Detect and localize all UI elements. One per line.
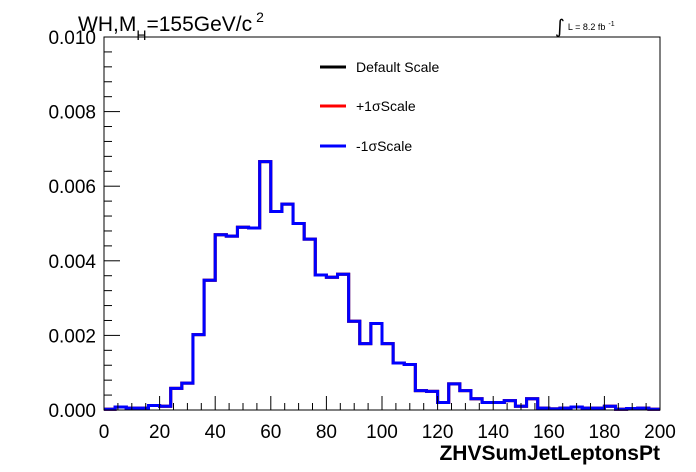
y-tick-label: 0.002 bbox=[48, 326, 96, 347]
axes: 0 20 40 60 80 100 120 140 160 180 200 0.000 0.002 0.0… bbox=[48, 28, 675, 443]
x-tick-label: 60 bbox=[260, 422, 281, 443]
histogram-series-layer bbox=[104, 160, 660, 411]
y-tick-label: 0.000 bbox=[48, 401, 96, 422]
y-tick-label: 0.006 bbox=[48, 177, 96, 198]
legend-label-default: Default Scale bbox=[356, 59, 439, 75]
x-tick-label: 80 bbox=[316, 422, 337, 443]
y-tick-label: 0.008 bbox=[48, 103, 96, 124]
title-suffix: =155GeV/c bbox=[146, 13, 252, 36]
lumi-integral-sign: ∫ bbox=[555, 16, 565, 38]
title-prefix: WH,M bbox=[78, 13, 136, 36]
histogram-series-2 bbox=[104, 160, 660, 411]
legend-entry-default: Default Scale bbox=[320, 59, 439, 75]
title-superscript: 2 bbox=[256, 9, 264, 25]
lumi-superscript: -1 bbox=[608, 21, 614, 28]
x-tick-label: 100 bbox=[366, 422, 398, 443]
legend-label-minus-sigma: -1σScale bbox=[356, 138, 412, 154]
legend-entry-minus-sigma: -1σScale bbox=[320, 138, 412, 154]
plot-frame bbox=[103, 36, 661, 411]
x-axis-label: ZHVSumJetLeptonsPt bbox=[439, 442, 660, 465]
legend: Default Scale +1σScale -1σScale bbox=[320, 59, 439, 154]
x-tick-label: 0 bbox=[99, 422, 110, 443]
x-tick-label: 200 bbox=[644, 422, 676, 443]
x-tick-label: 140 bbox=[477, 422, 509, 443]
x-tick-label: 180 bbox=[589, 422, 621, 443]
y-tick-label: 0.004 bbox=[48, 252, 96, 273]
lumi-text: L = 8.2 fb bbox=[568, 22, 605, 32]
x-tick-label: 20 bbox=[149, 422, 170, 443]
lumi-label: ∫ L = 8.2 fb -1 bbox=[555, 16, 615, 38]
title-subscript: H bbox=[136, 27, 146, 43]
legend-label-plus-sigma: +1σScale bbox=[356, 98, 416, 114]
x-tick-label: 120 bbox=[422, 422, 454, 443]
y-tick-label: 0.010 bbox=[48, 28, 96, 49]
chart-title: WH,MH=155GeV/c 2 bbox=[78, 9, 264, 43]
legend-entry-plus-sigma: +1σScale bbox=[320, 98, 416, 114]
x-tick-label: 40 bbox=[205, 422, 226, 443]
x-tick-label: 160 bbox=[533, 422, 565, 443]
